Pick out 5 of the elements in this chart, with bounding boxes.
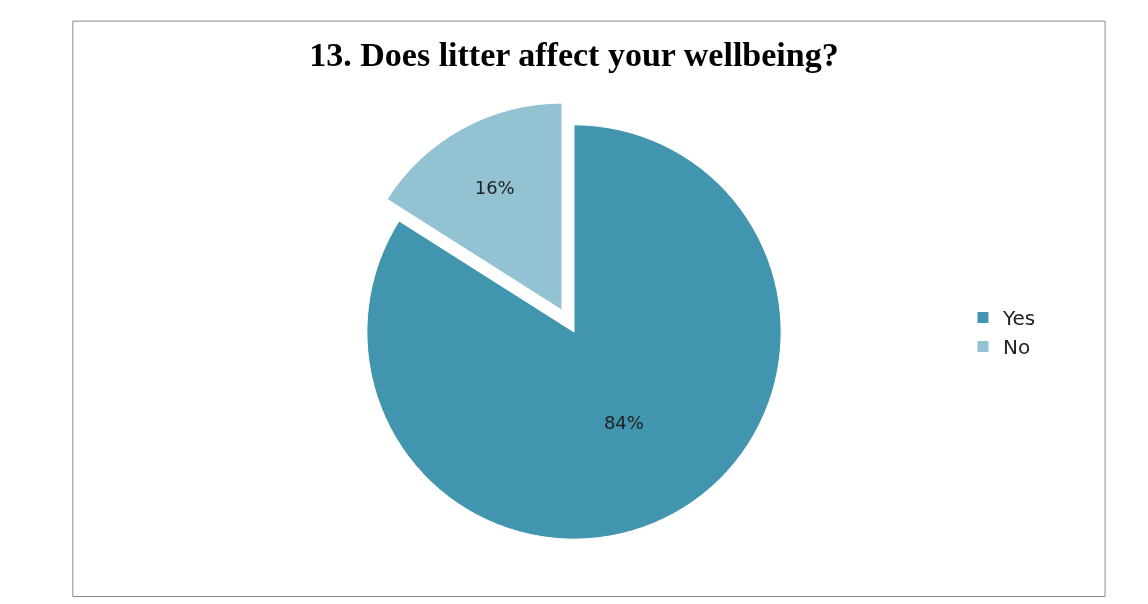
- data-label: 16%: [474, 177, 515, 199]
- data-label: 84%: [603, 412, 644, 434]
- chart-title: 13. Does litter affect your wellbeing?: [309, 36, 839, 74]
- legend-label: No: [1002, 335, 1031, 360]
- legend-label: Yes: [1001, 306, 1036, 331]
